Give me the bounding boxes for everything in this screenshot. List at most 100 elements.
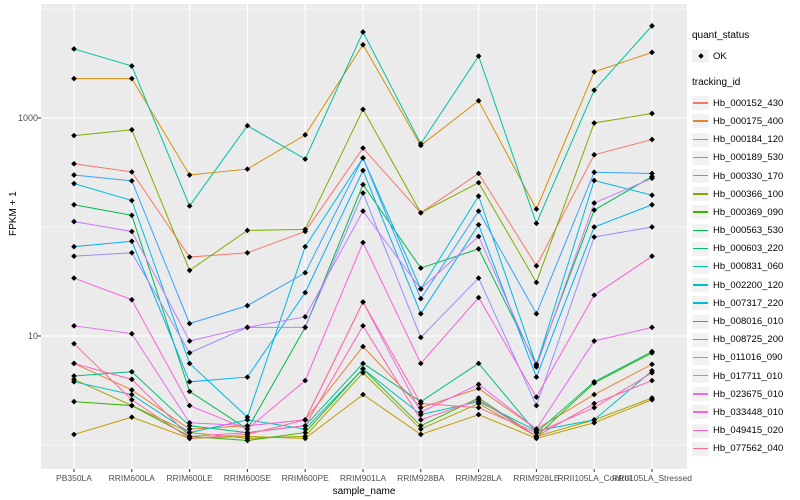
legend-item-label: Hb_008016_010 <box>713 316 784 328</box>
legend-item-quant-status: OK <box>692 47 800 65</box>
line-swatch-icon <box>692 387 709 402</box>
data-point <box>360 343 366 350</box>
data-point <box>649 110 655 117</box>
line-swatch-icon <box>692 405 709 420</box>
legend-item-tracking-id: Hb_000152_430 <box>692 94 800 112</box>
legend: quant_status OK tracking_id Hb_000152_43… <box>692 30 800 458</box>
data-point <box>475 396 482 403</box>
point-swatch-icon <box>692 49 709 64</box>
data-point <box>71 378 77 385</box>
data-point <box>649 170 655 177</box>
legend-item-label: Hb_000189_530 <box>713 152 784 164</box>
data-point <box>128 376 135 383</box>
data-point <box>71 340 77 347</box>
legend-item-tracking-id: Hb_000831_060 <box>692 258 800 276</box>
tracking-id-keys: Hb_000152_430 Hb_000175_400 Hb_000184_120 H… <box>692 94 800 458</box>
legend-item-label: Hb_000330_170 <box>713 170 784 182</box>
data-point <box>417 265 424 271</box>
line-swatch-icon <box>692 332 709 347</box>
data-point <box>302 243 309 250</box>
data-point <box>128 169 135 175</box>
data-point <box>186 254 193 260</box>
data-point <box>417 286 424 292</box>
line-swatch-icon <box>692 278 709 293</box>
line-swatch-icon <box>692 132 709 147</box>
data-point <box>591 404 598 411</box>
data-point <box>475 411 482 418</box>
data-point <box>302 417 309 423</box>
y-tick-label: 10 <box>27 330 38 341</box>
data-point <box>128 368 135 375</box>
data-point <box>533 364 540 370</box>
data-point <box>591 69 598 75</box>
legend-item-label: Hb_077562_040 <box>713 443 784 455</box>
data-point <box>417 426 424 432</box>
data-point <box>591 419 598 426</box>
data-point <box>71 275 77 281</box>
data-point <box>71 218 77 225</box>
data-point <box>128 330 135 337</box>
data-point <box>417 334 424 341</box>
data-point <box>360 155 366 161</box>
data-point <box>417 417 424 423</box>
data-point <box>71 75 77 82</box>
x-tick-label: RRIM928LA <box>455 473 502 483</box>
line-swatch-icon <box>692 205 709 220</box>
line-swatch-icon <box>692 187 709 202</box>
data-point <box>533 206 540 212</box>
data-point <box>475 385 482 392</box>
data-point <box>128 402 135 409</box>
data-point <box>360 365 366 372</box>
legend-item-tracking-id: Hb_033448_010 <box>692 403 800 421</box>
data-point <box>475 208 482 214</box>
data-point <box>649 224 655 230</box>
data-point <box>533 394 540 400</box>
data-point <box>591 292 598 298</box>
line-swatch-icon <box>692 314 709 329</box>
legend-item-tracking-id: Hb_000189_530 <box>692 149 800 167</box>
data-point <box>591 200 598 206</box>
legend-item-tracking-id: Hb_002200_120 <box>692 276 800 294</box>
data-point <box>302 289 309 296</box>
legend-item-tracking-id: Hb_011016_090 <box>692 349 800 367</box>
legend-item-tracking-id: Hb_007317_220 <box>692 294 800 312</box>
data-point <box>128 391 135 398</box>
line-swatch-icon <box>692 114 709 129</box>
data-point <box>475 233 482 240</box>
legend-item-label: Hb_002200_120 <box>713 279 784 291</box>
legend-item-label: Hb_000175_400 <box>713 115 784 127</box>
y-tick-label: 1000 <box>17 112 38 123</box>
data-point <box>71 253 77 259</box>
data-point <box>128 249 135 256</box>
data-point <box>591 169 598 176</box>
line-swatch-icon <box>692 423 709 438</box>
data-point <box>533 433 540 440</box>
legend-item-label: Hb_000603_220 <box>713 243 784 255</box>
legend-item-label: Hb_000152_430 <box>713 97 784 109</box>
data-point <box>244 426 251 432</box>
legend-item-tracking-id: Hb_000366_100 <box>692 185 800 203</box>
legend-item-tracking-id: Hb_000184_120 <box>692 131 800 149</box>
data-point <box>591 338 598 344</box>
data-point <box>244 249 251 256</box>
data-point <box>186 419 193 426</box>
legend-item-label: OK <box>713 50 727 62</box>
x-tick-label: RRIM600LA <box>108 473 155 483</box>
data-point <box>533 402 540 409</box>
data-point <box>649 369 655 376</box>
data-point <box>71 322 77 329</box>
data-point <box>128 387 135 393</box>
data-point <box>186 172 193 178</box>
x-tick-label: RRIM928BA <box>397 473 445 483</box>
legend-item-tracking-id: Hb_000369_090 <box>692 203 800 221</box>
data-point <box>475 193 482 199</box>
data-point <box>591 87 598 94</box>
line-swatch-icon <box>692 296 709 311</box>
data-point <box>71 373 77 379</box>
data-point <box>417 400 424 407</box>
data-point <box>128 75 135 82</box>
data-point <box>649 136 655 143</box>
data-point <box>244 166 251 172</box>
